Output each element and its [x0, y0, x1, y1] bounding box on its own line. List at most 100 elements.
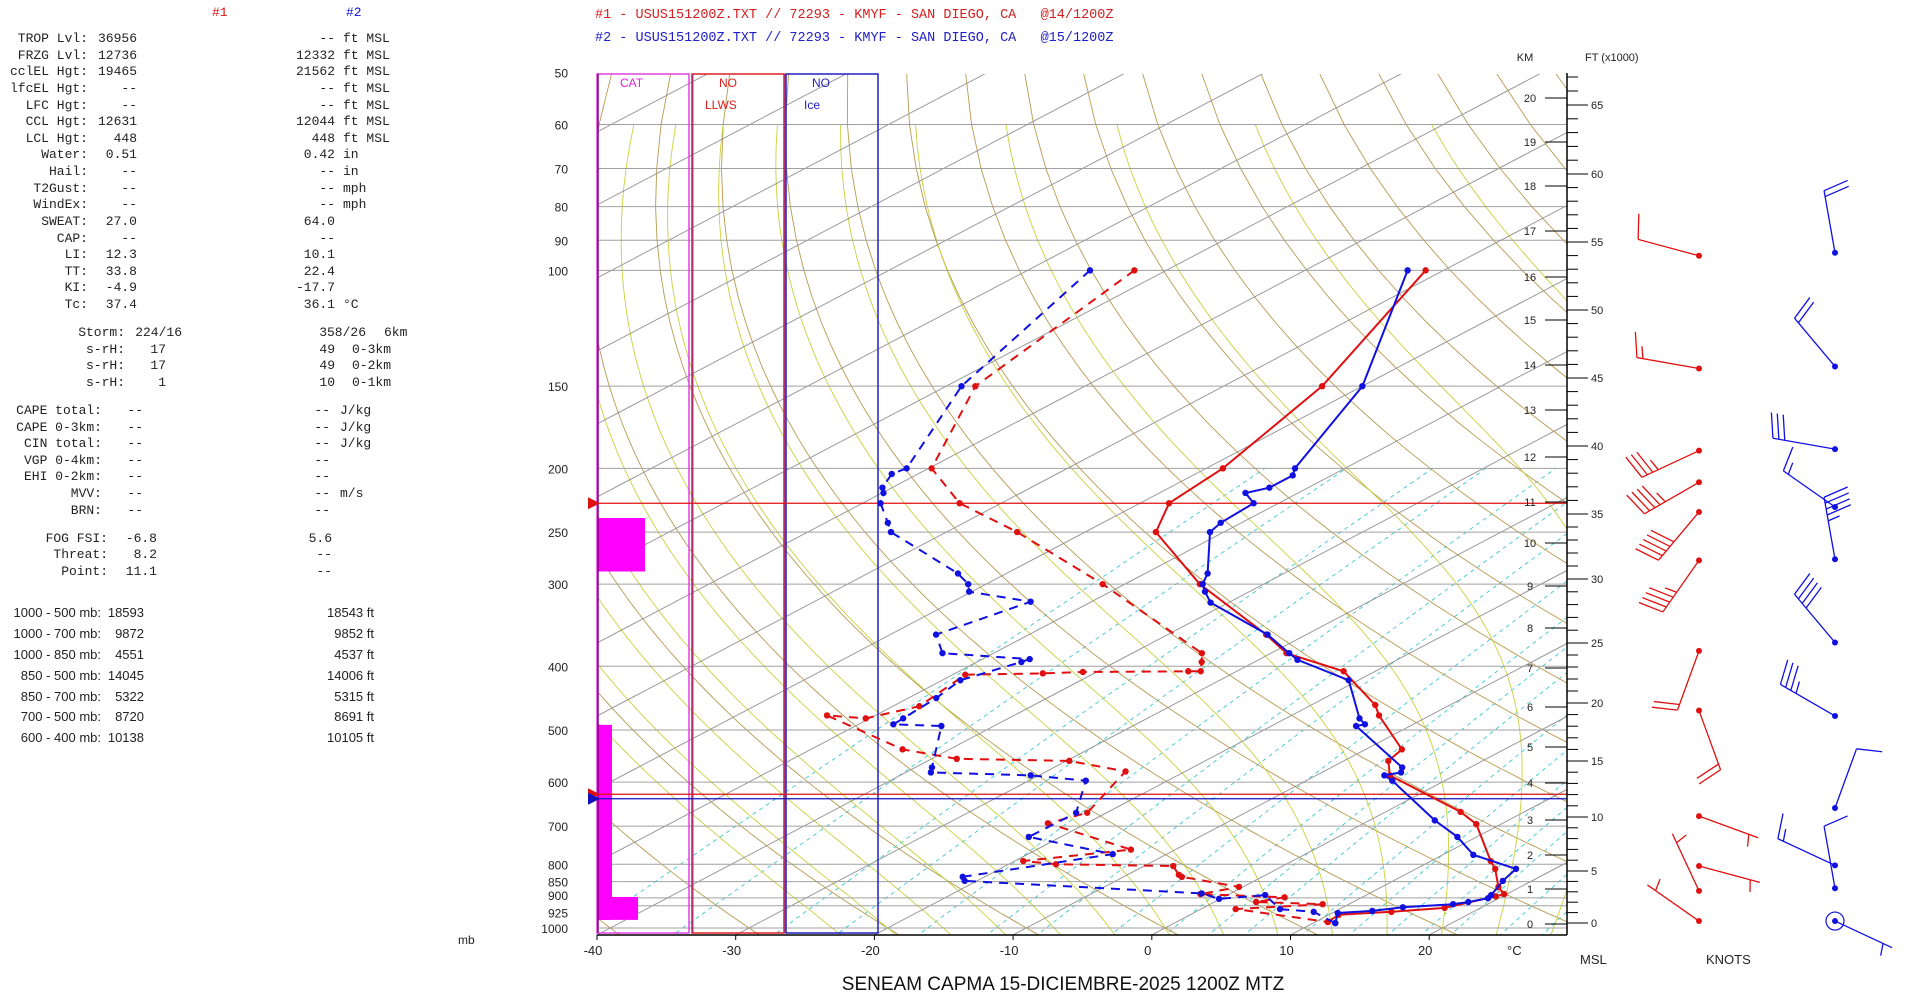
index-label: CCL Hgt:	[25, 114, 88, 129]
data-point	[1020, 857, 1027, 865]
mb-label: mb	[458, 933, 475, 947]
station-dot	[1696, 707, 1702, 714]
station-dot	[1696, 863, 1702, 870]
data-point	[1356, 715, 1363, 722]
data-point	[887, 528, 895, 536]
ft-title: FT (x1000)	[1585, 52, 1639, 64]
wind-barb	[1671, 833, 1702, 894]
index-value-1: 36956	[97, 31, 137, 46]
data-point	[903, 465, 910, 472]
dry-adiabat	[1142, 74, 1567, 564]
temp-tick-label: -30	[722, 943, 741, 958]
data-point	[1422, 267, 1429, 274]
thickness-label: 700 - 500 mb:	[20, 709, 101, 724]
index-label: lfcEL Hgt:	[9, 81, 88, 96]
dry-adiabat	[1909, 72, 1920, 942]
wind-barb	[1782, 446, 1838, 511]
index-label: Water:	[41, 147, 88, 162]
data-point	[1449, 900, 1457, 908]
cape-value-1: --	[127, 453, 143, 468]
index-value-2: 10.1	[303, 247, 335, 262]
wind-barb	[1696, 863, 1761, 893]
index-label: T2Gust:	[33, 181, 88, 196]
ice-label: Ice	[804, 98, 820, 112]
pressure-tick-label: 800	[548, 858, 568, 872]
cat-label: CAT	[620, 76, 644, 90]
data-point	[964, 580, 972, 588]
data-point	[1291, 465, 1299, 472]
data-point	[1457, 808, 1464, 816]
cape-label: EHI 0-2km:	[23, 469, 102, 484]
data-point	[1399, 904, 1407, 911]
thickness-value-2: 14006 ft	[327, 668, 374, 683]
data-point	[962, 671, 969, 678]
station-dot	[1696, 918, 1702, 925]
pressure-tick-label: 200	[548, 462, 568, 476]
moist-adiabat	[1116, 124, 1523, 935]
station-dot	[1832, 363, 1838, 370]
isotherm	[0, 42, 629, 942]
pressure-tick-label: 150	[548, 380, 568, 394]
data-point	[1389, 777, 1396, 784]
data-point	[1215, 895, 1223, 903]
data-point	[1026, 655, 1033, 663]
thickness-value-1: 8720	[115, 709, 144, 724]
ft-tick-label: 65	[1591, 100, 1603, 112]
mixing-ratio-line	[1110, 580, 1567, 935]
index-value-2: 36.1	[303, 297, 335, 312]
fog-value-2: 5.6	[308, 531, 332, 546]
data-point	[1359, 382, 1366, 390]
cape-value-2: --	[314, 403, 330, 418]
dry-adiabat	[846, 74, 1567, 863]
data-point	[972, 382, 979, 390]
index-value-1: 0.51	[105, 147, 137, 162]
isotherm	[597, 277, 1567, 790]
data-point	[1340, 668, 1347, 675]
wind-barbs-1	[1625, 213, 1761, 925]
moist-adiabat	[1431, 124, 1567, 302]
temp-tick-label: 0	[1144, 943, 1151, 958]
dry-adiabat	[965, 74, 1567, 743]
wind-barb	[1777, 813, 1838, 869]
wind-barb	[1696, 813, 1759, 847]
isotherm	[597, 350, 1567, 863]
isotherm	[597, 74, 1541, 571]
km-tick-label: 5	[1527, 742, 1533, 754]
cape-value-1: --	[127, 436, 143, 451]
isotherm	[597, 74, 709, 133]
fog-value-1: 8.2	[133, 547, 157, 562]
data-point	[928, 465, 935, 472]
srh-value-1: 17	[150, 342, 166, 357]
storm-label: s-rH:	[85, 358, 125, 373]
freezing-level-marker-icon	[588, 792, 600, 805]
thickness-value-2: 8691 ft	[334, 709, 374, 724]
wind-barb	[1626, 479, 1702, 515]
index-unit: mph	[343, 197, 367, 212]
index-value-2: --	[319, 31, 335, 46]
storm-label: Storm:	[78, 325, 125, 340]
thickness-label: 600 - 400 mb:	[20, 730, 101, 745]
data-point	[1398, 746, 1406, 753]
wind-barb	[1651, 647, 1702, 711]
data-point	[1052, 861, 1060, 868]
dry-adiabat	[597, 551, 1040, 935]
index-label: KI:	[64, 280, 88, 295]
km-tick-label: 17	[1524, 226, 1536, 238]
data-point	[1465, 898, 1472, 906]
thickness-label: 1000 - 850 mb:	[13, 647, 101, 662]
cape-value-1: --	[127, 503, 143, 518]
cape-value-2: --	[314, 436, 330, 451]
isotherm	[1566, 934, 1567, 935]
index-value-1: 27.0	[105, 214, 137, 229]
srh-value-2: 49	[319, 358, 335, 373]
data-point	[1484, 895, 1492, 902]
chart-title: SENEAM CAPMA 15-DICIEMBRE-2025 1200Z MTZ	[842, 974, 1285, 995]
km-tick-label: 14	[1524, 360, 1536, 372]
pressure-tick-label: 925	[548, 907, 568, 921]
index-label: TROP Lvl:	[17, 31, 88, 46]
data-point	[1086, 267, 1094, 274]
cape-value-1: --	[127, 486, 143, 501]
ft-tick-label: 40	[1591, 441, 1603, 453]
data-point	[1131, 267, 1138, 274]
pressure-tick-label: 100	[548, 264, 568, 278]
